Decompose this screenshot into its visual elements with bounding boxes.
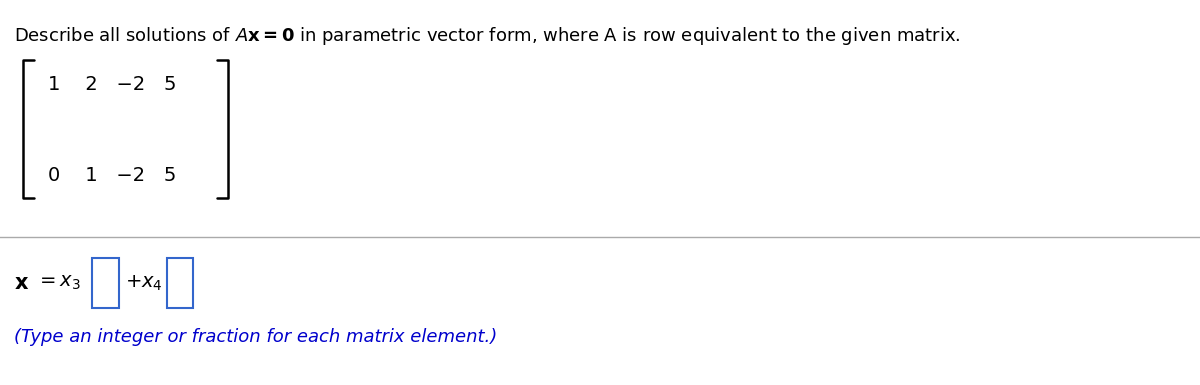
Text: Describe all solutions of $A\mathbf{x} \mathbf{=} \mathbf{0}$ in parametric vect: Describe all solutions of $A\mathbf{x} \… (14, 25, 961, 47)
Text: 1    2   −2   5: 1 2 −2 5 (48, 75, 176, 94)
FancyBboxPatch shape (92, 258, 119, 308)
Text: $\mathbf{x}$: $\mathbf{x}$ (14, 273, 30, 293)
Text: $+ x_4$: $+ x_4$ (125, 273, 162, 293)
Text: 0    1   −2   5: 0 1 −2 5 (48, 166, 176, 185)
Text: $= x_3$: $= x_3$ (36, 273, 82, 293)
Text: (Type an integer or fraction for each matrix element.): (Type an integer or fraction for each ma… (14, 328, 498, 346)
FancyBboxPatch shape (167, 258, 193, 308)
